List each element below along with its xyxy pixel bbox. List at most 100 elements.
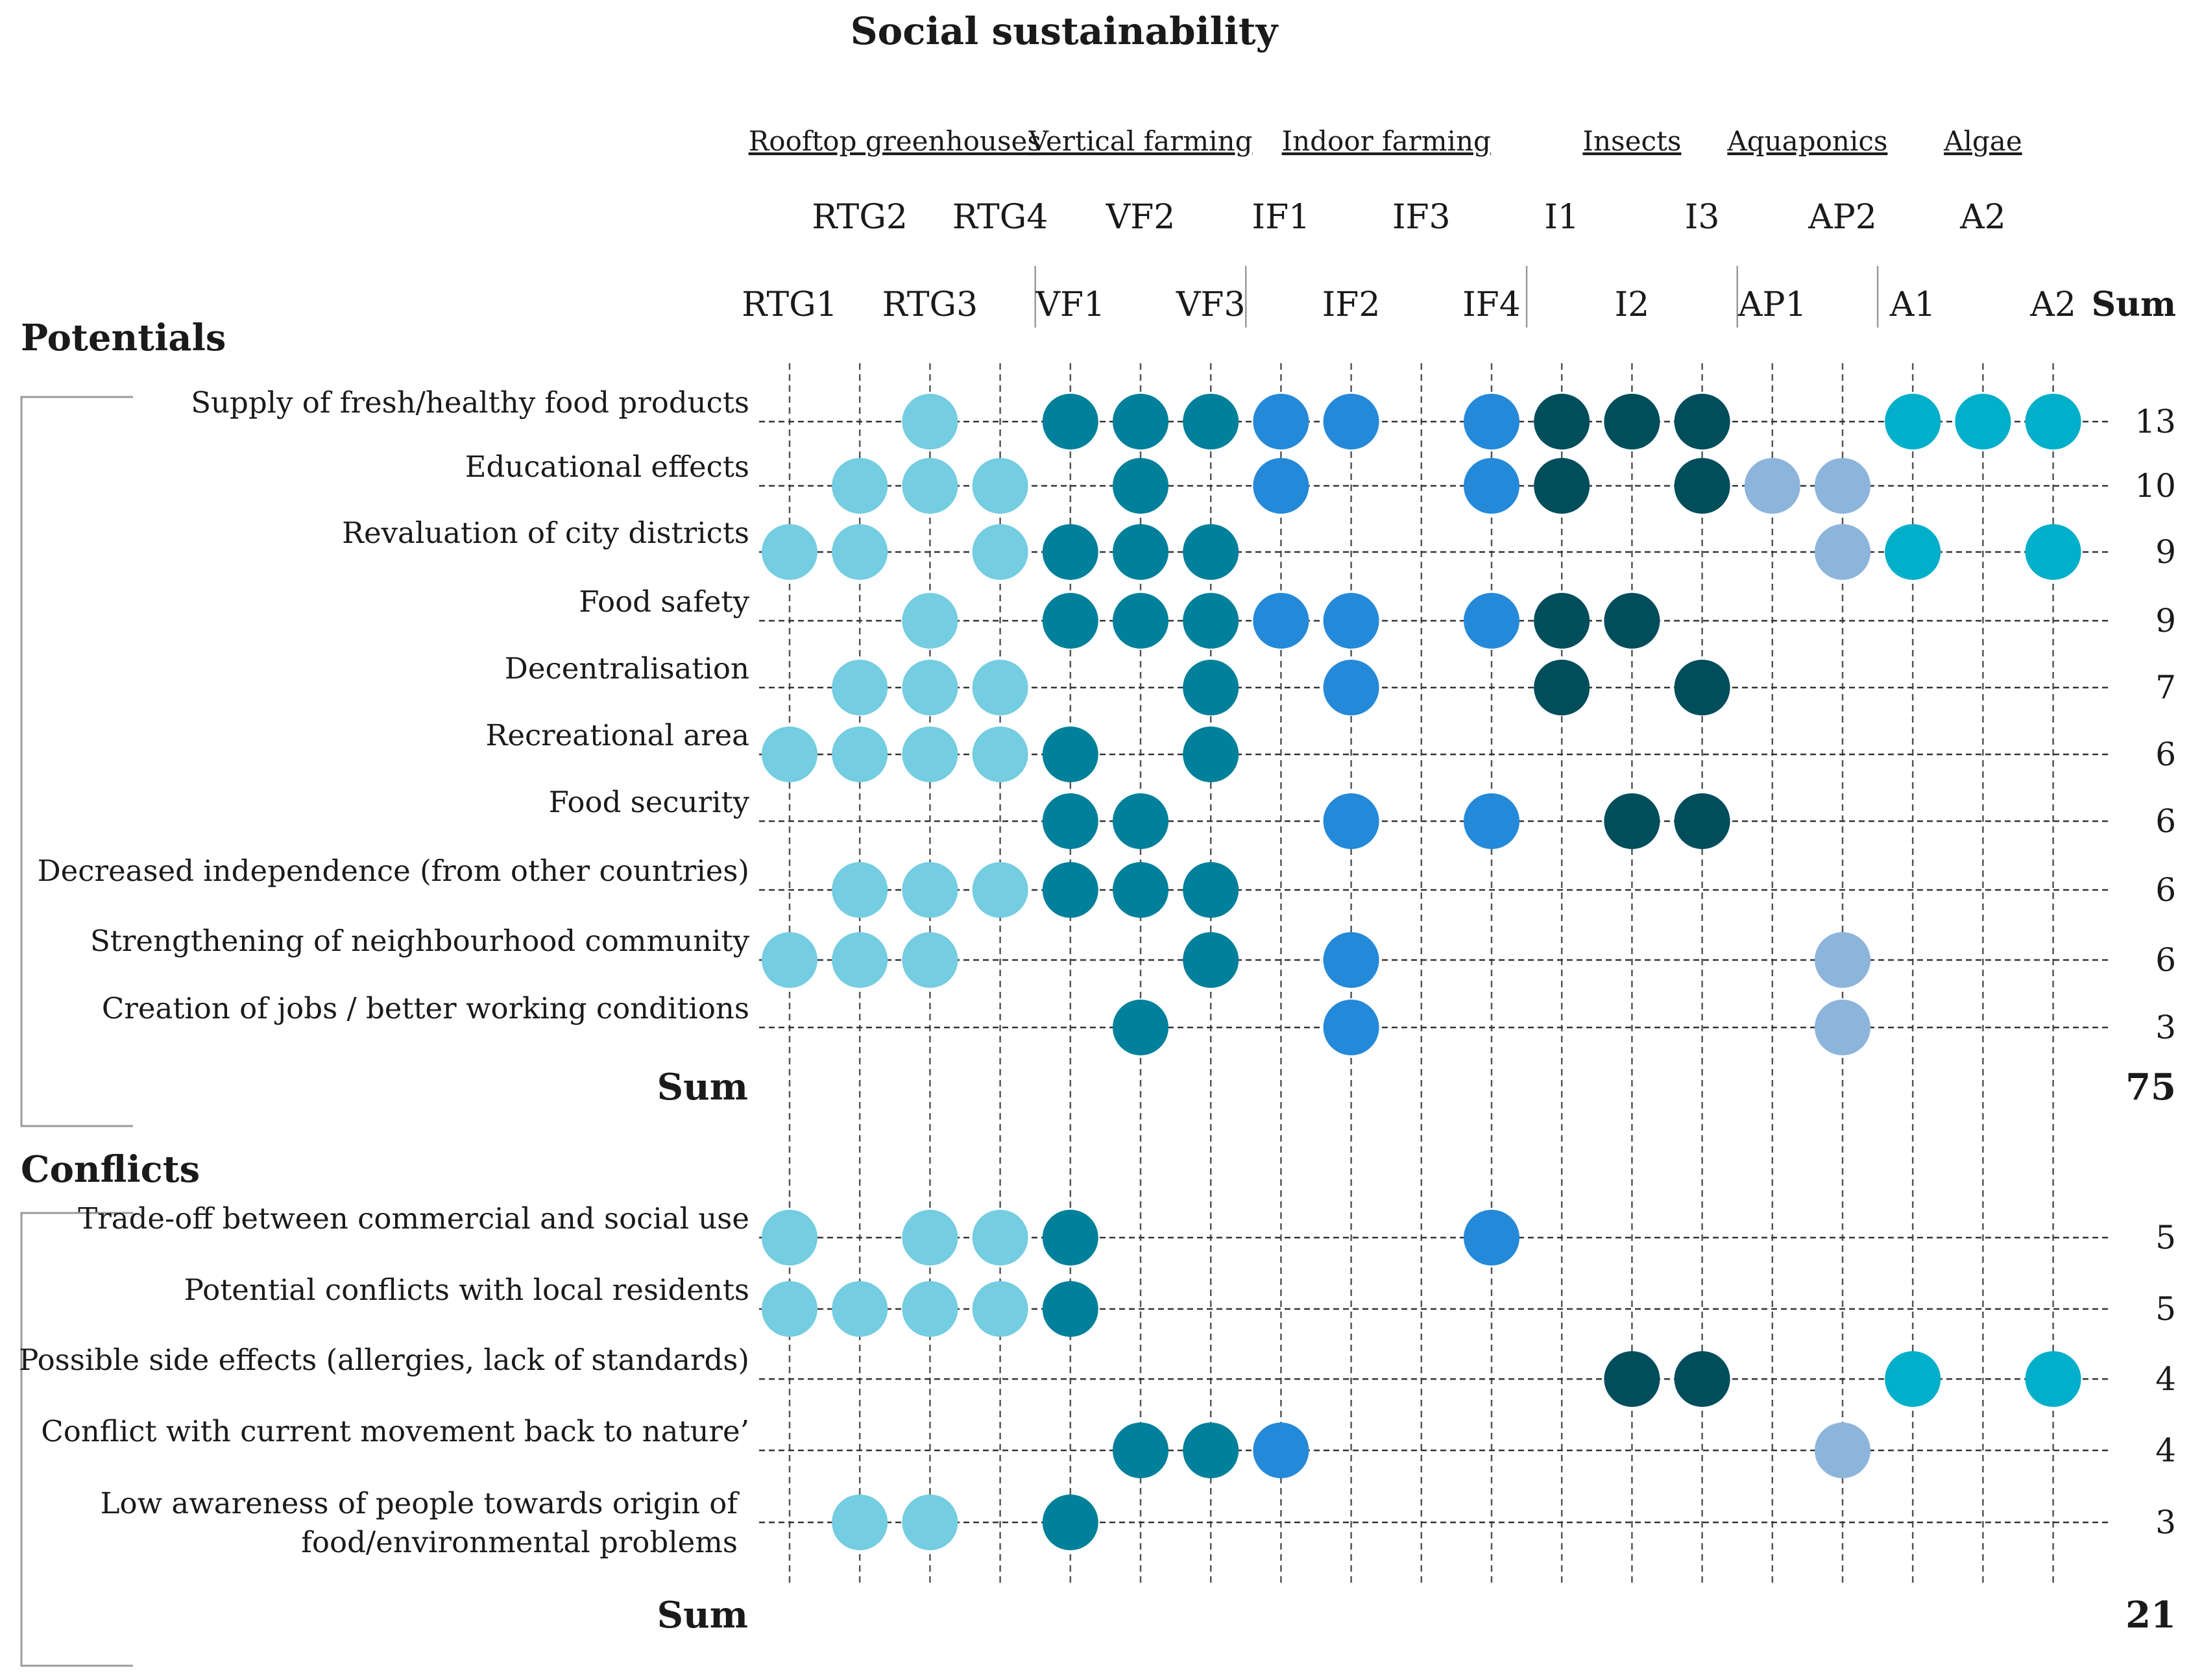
column-code: A2: [1959, 198, 2006, 237]
matrix-row: Potential conflicts with local residents…: [184, 1273, 2176, 1337]
dot-if2: [1323, 660, 1379, 715]
row-sum: 9: [2155, 602, 2176, 640]
dot-rtg4: [972, 458, 1028, 514]
dot-rtg1: [762, 726, 817, 782]
dot-vf3: [1183, 593, 1239, 649]
dot-i1: [1534, 394, 1590, 450]
column-code: I1: [1544, 198, 1579, 237]
matrix-row: Food security 6: [549, 785, 2176, 849]
dot-vf2: [1113, 1422, 1168, 1478]
section-conflicts: Conflicts Trade-off between commercial an…: [19, 1148, 2176, 1667]
matrix-row: Recreational area 6: [485, 718, 2176, 782]
dot-if2: [1323, 593, 1379, 649]
dot-rtg4: [972, 660, 1028, 715]
matrix-row: Educational effects 10: [465, 450, 2176, 514]
dot-vf2: [1113, 593, 1168, 649]
column-code: IF4: [1462, 285, 1521, 324]
matrix-row: Decentralisation 7: [505, 651, 2176, 715]
row-label: Educational effects: [465, 450, 749, 484]
section-sum-total: 21: [2125, 1594, 2176, 1637]
dot-vf2: [1113, 458, 1168, 514]
chart-title: Social sustainability: [851, 9, 1279, 53]
dot-vf3: [1183, 524, 1239, 580]
column-code: VF3: [1176, 285, 1246, 324]
dot-rtg1: [762, 1281, 817, 1337]
dot-rtg2: [832, 726, 888, 782]
dot-if2: [1323, 932, 1379, 988]
dot-i2: [1604, 1351, 1660, 1407]
dot-vf1: [1042, 524, 1098, 580]
dot-rtg2: [832, 862, 888, 918]
row-sum: 3: [2155, 1009, 2176, 1046]
dot-rtg4: [972, 726, 1028, 782]
dot-if1: [1253, 593, 1309, 649]
dot-i1: [1534, 593, 1590, 649]
group-label: Vertical farming: [1028, 125, 1253, 157]
dot-i3: [1674, 394, 1730, 450]
dot-i3: [1674, 660, 1730, 715]
sections: Potentials Supply of fresh/healthy food p…: [19, 317, 2176, 1667]
row-sum: 9: [2155, 533, 2176, 571]
dot-rtg1: [762, 1210, 817, 1266]
dot-vf3: [1183, 1422, 1239, 1478]
dot-vf1: [1042, 862, 1098, 918]
column-code: IF3: [1392, 198, 1451, 237]
dot-rtg4: [972, 524, 1028, 580]
dot-rtg3: [902, 1281, 958, 1337]
dot-rtg3: [902, 660, 958, 715]
dot-rtg2: [832, 1281, 888, 1337]
dot-i2: [1604, 593, 1660, 649]
row-label: Conflict with current movement back to n…: [41, 1414, 749, 1448]
column-code: RTG4: [952, 198, 1048, 237]
column-code: AP2: [1808, 198, 1877, 237]
matrix-row: Low awareness of people towards origin o…: [101, 1486, 2176, 1559]
dot-rtg3: [902, 458, 958, 514]
dot-rtg4: [972, 1210, 1028, 1266]
dot-vf3: [1183, 862, 1239, 918]
row-label: Possible side effects (allergies, lack o…: [19, 1343, 749, 1377]
row-sum: 5: [2155, 1290, 2176, 1328]
matrix-row: Revaluation of city districts 9: [342, 516, 2176, 580]
dot-vf3: [1183, 932, 1239, 988]
dot-if2: [1323, 1000, 1379, 1055]
row-sum: 5: [2155, 1219, 2176, 1256]
dot-i2: [1604, 793, 1660, 849]
dot-rtg4: [972, 862, 1028, 918]
dot-rtg3: [902, 394, 958, 450]
dot-a1: [1885, 1351, 1941, 1407]
dot-vf1: [1042, 1281, 1098, 1337]
dot-rtg2: [832, 1494, 888, 1550]
section-potentials: Potentials Supply of fresh/healthy food p…: [20, 317, 2176, 1127]
matrix-row: Trade-off between commercial and social …: [78, 1201, 2176, 1266]
row-sum: 6: [2155, 941, 2176, 979]
dot-vf1: [1042, 394, 1098, 450]
row-sum: 4: [2155, 1432, 2176, 1469]
row-sum: 6: [2155, 871, 2176, 909]
matrix-row: Conflict with current movement back to n…: [41, 1414, 2176, 1478]
column-code: VF2: [1106, 198, 1176, 237]
row-label: Food security: [549, 785, 750, 819]
dot-if4: [1464, 1210, 1519, 1266]
dot-if4: [1464, 593, 1519, 649]
dot-if4: [1464, 793, 1519, 849]
column-code: I2: [1615, 285, 1650, 324]
group-label: Aquaponics: [1726, 125, 1887, 157]
dot-a2: [2025, 394, 2081, 450]
dot-vf2: [1113, 862, 1168, 918]
row-label: Strengthening of neighbourhood community: [90, 924, 750, 958]
dot-i3: [1674, 793, 1730, 849]
dot-rtg4: [972, 1281, 1028, 1337]
column-code: IF1: [1252, 198, 1311, 237]
dot-a1: [1885, 524, 1941, 580]
row-label: Decreased independence (from other count…: [38, 854, 749, 888]
sum-header: Sum: [2092, 285, 2176, 324]
dot-vf3: [1183, 660, 1239, 715]
dot-ap2: [1815, 1422, 1870, 1478]
dot-ap2: [1815, 932, 1870, 988]
column-code: RTG1: [742, 285, 838, 324]
dot-rtg2: [832, 660, 888, 715]
dot-rtg3: [902, 1210, 958, 1266]
column-code: A2: [2029, 285, 2076, 324]
